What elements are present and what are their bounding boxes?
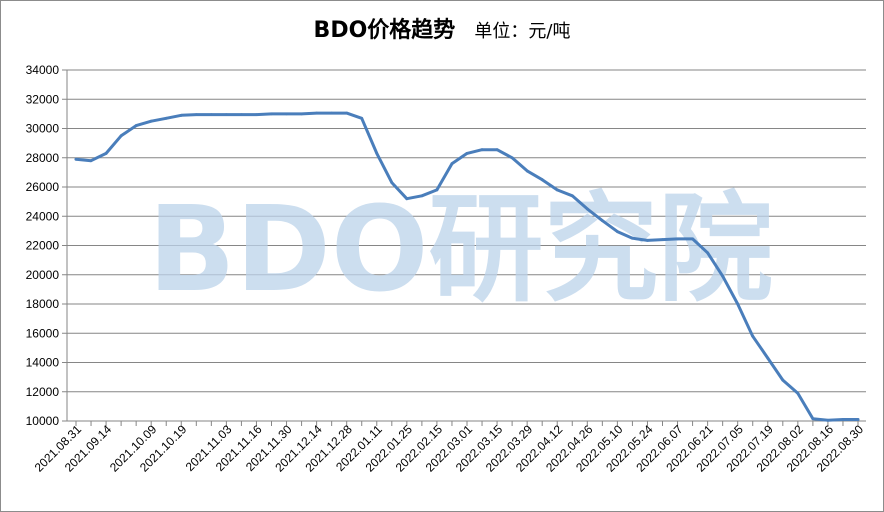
y-tick-label: 16000 (26, 326, 60, 340)
data-point (360, 116, 364, 120)
data-point (420, 194, 424, 198)
data-point (315, 111, 319, 115)
data-point (119, 134, 123, 138)
data-point (345, 111, 349, 115)
data-point (330, 111, 334, 115)
data-point (375, 151, 379, 155)
series-layer (74, 111, 860, 422)
data-point (766, 356, 770, 360)
data-point (615, 230, 619, 234)
y-tick-label: 14000 (26, 356, 60, 370)
data-point (104, 151, 108, 155)
data-point (300, 112, 303, 116)
data-point (841, 418, 845, 421)
data-point (796, 391, 800, 395)
data-point (781, 378, 785, 382)
data-point (164, 116, 168, 120)
data-point (224, 113, 228, 117)
data-point (510, 156, 514, 160)
data-point (585, 207, 589, 211)
data-point (646, 238, 649, 242)
chart-title: BDO价格趋势 (313, 18, 456, 43)
y-tick-label: 32000 (26, 92, 60, 106)
y-tick-label: 10000 (26, 414, 60, 428)
data-point (570, 194, 574, 198)
y-tick-label: 20000 (26, 268, 60, 282)
chart-unit-label: 单位：元/吨 (474, 21, 571, 42)
data-point (631, 236, 634, 240)
data-point (676, 237, 679, 241)
y-tick-label: 26000 (26, 180, 60, 194)
data-point (691, 237, 694, 241)
data-point (149, 119, 153, 123)
y-tick-label: 18000 (26, 297, 60, 311)
data-point (405, 197, 409, 201)
data-point (270, 112, 273, 116)
data-point (134, 124, 138, 127)
data-point (826, 418, 830, 422)
data-point (555, 188, 559, 192)
data-point (194, 113, 198, 117)
data-point (465, 151, 469, 155)
data-point (450, 162, 454, 166)
data-point (495, 148, 499, 152)
data-point (540, 178, 544, 182)
data-point (706, 251, 710, 255)
watermark-text: BDO研究院 (148, 180, 773, 318)
x-axis-ticks: 2021.08.312021.09.142021.10.092021.10.19… (32, 421, 866, 475)
data-point (74, 157, 78, 161)
data-point (721, 274, 725, 278)
data-point (480, 148, 484, 152)
data-point (600, 219, 604, 223)
data-point (525, 169, 529, 173)
data-point (856, 418, 860, 421)
y-tick-label: 28000 (26, 151, 60, 165)
watermark: BDO研究院 (148, 180, 773, 318)
data-point (179, 113, 183, 117)
y-tick-label: 24000 (26, 209, 60, 223)
data-point (811, 417, 815, 421)
data-point (285, 112, 288, 116)
data-point (240, 113, 243, 117)
y-tick-label: 12000 (26, 385, 60, 399)
y-tick-label: 34000 (26, 63, 60, 77)
y-tick-label: 30000 (26, 122, 60, 136)
gridlines (67, 69, 866, 422)
data-point (255, 113, 258, 117)
data-point (209, 113, 213, 117)
data-point (751, 334, 755, 338)
data-point (435, 188, 439, 192)
data-point (736, 302, 740, 306)
chart-header: BDO价格趋势 单位：元/吨 (0, 12, 884, 44)
data-point (89, 159, 93, 163)
y-axis-ticks: 10000 12000 14000 16000 18000 20000 22000 24000… (26, 63, 67, 428)
data-point (390, 181, 394, 185)
data-point (661, 238, 664, 242)
y-tick-label: 22000 (26, 239, 60, 253)
